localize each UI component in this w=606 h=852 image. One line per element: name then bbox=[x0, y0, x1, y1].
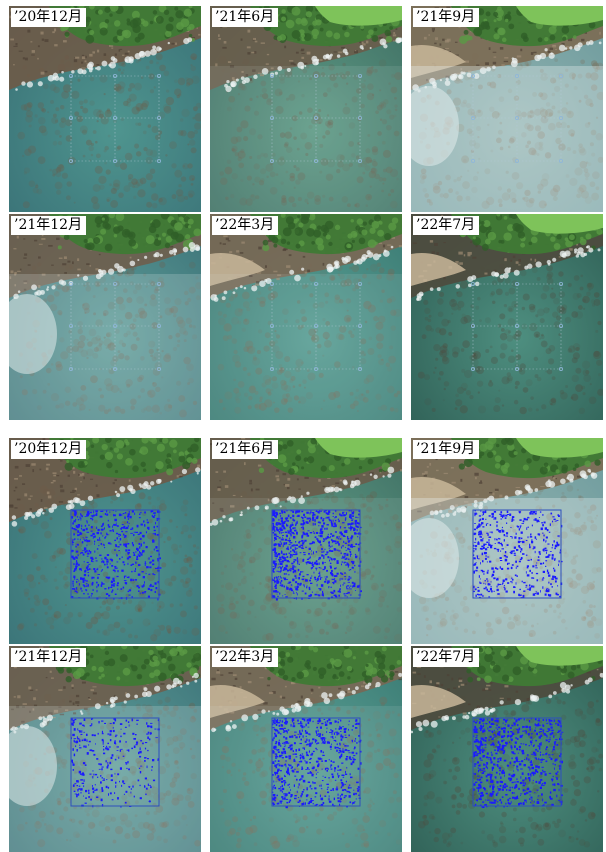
date-label: ’22年3月 bbox=[212, 216, 278, 235]
date-label: ’21年6月 bbox=[212, 440, 278, 459]
aerial-photo-panel: ’21年6月 bbox=[210, 6, 402, 212]
aerial-photo-panel: ’21年12月 bbox=[9, 214, 201, 420]
detection-panel: ’21年9月 bbox=[411, 438, 603, 644]
date-label: ’21年9月 bbox=[413, 8, 479, 27]
detection-panel: ’21年12月 bbox=[9, 646, 201, 852]
aerial-image bbox=[9, 438, 201, 644]
date-label: ’22年7月 bbox=[413, 216, 479, 235]
aerial-image bbox=[9, 6, 201, 212]
aerial-image bbox=[9, 646, 201, 852]
aerial-image bbox=[411, 214, 603, 420]
aerial-image bbox=[210, 214, 402, 420]
date-label: ’21年12月 bbox=[11, 216, 86, 235]
date-label: ’21年9月 bbox=[413, 440, 479, 459]
aerial-image bbox=[411, 6, 603, 212]
aerial-image bbox=[210, 6, 402, 212]
date-label: ’20年12月 bbox=[11, 8, 86, 27]
aerial-photo-panel: ’20年12月 bbox=[9, 6, 201, 212]
aerial-image bbox=[411, 438, 603, 644]
date-label: ’21年12月 bbox=[11, 648, 86, 667]
aerial-image bbox=[9, 214, 201, 420]
date-label: ’22年7月 bbox=[413, 648, 479, 667]
detection-panel: ’21年6月 bbox=[210, 438, 402, 644]
aerial-photo-panel: ’22年7月 bbox=[411, 214, 603, 420]
date-label: ’20年12月 bbox=[11, 440, 86, 459]
aerial-image bbox=[210, 646, 402, 852]
aerial-photo-panel: ’22年3月 bbox=[210, 214, 402, 420]
detection-panel: ’22年7月 bbox=[411, 646, 603, 852]
detection-panel: ’22年3月 bbox=[210, 646, 402, 852]
date-label: ’22年3月 bbox=[212, 648, 278, 667]
detection-panel: ’20年12月 bbox=[9, 438, 201, 644]
aerial-image bbox=[210, 438, 402, 644]
date-label: ’21年6月 bbox=[212, 8, 278, 27]
aerial-image bbox=[411, 646, 603, 852]
aerial-photo-panel: ’21年9月 bbox=[411, 6, 603, 212]
